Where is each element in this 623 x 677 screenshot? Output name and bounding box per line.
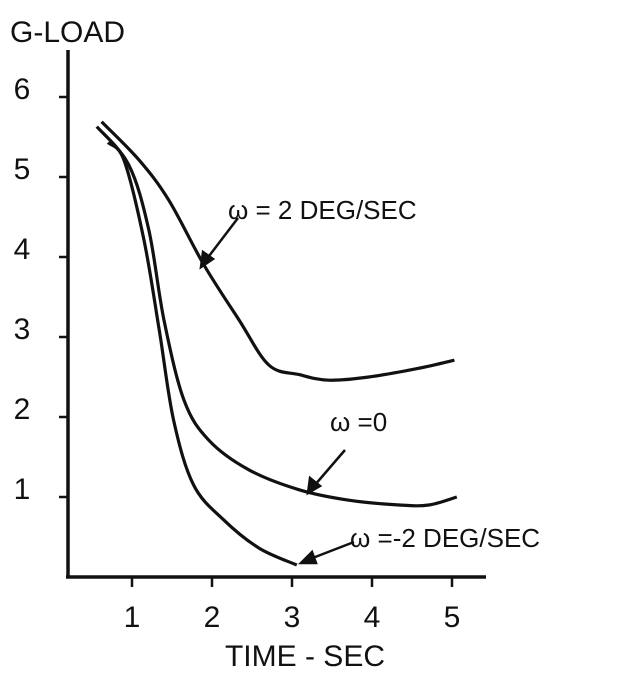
arrowhead	[297, 549, 318, 565]
arrow	[205, 217, 239, 261]
y-tick-label: 1	[14, 473, 31, 506]
line	[106, 141, 298, 567]
y-tick-label: 3	[14, 313, 31, 346]
y-tick-label: 2	[14, 393, 31, 426]
series-annotation: ω =-2 DEG/SEC	[350, 523, 540, 553]
x-axis-label: TIME - SEC	[225, 640, 385, 673]
line	[95, 125, 458, 508]
x-tick-label: 1	[124, 601, 141, 634]
x-tick-label: 5	[444, 601, 461, 634]
y-axis-label: G-LOAD	[10, 16, 125, 49]
series-annotation: ω = 2 DEG/SEC	[228, 195, 417, 225]
y-tick-label: 6	[14, 73, 31, 106]
y-tick-label: 5	[14, 153, 31, 186]
x-tick-label: 4	[364, 601, 381, 634]
arrow	[309, 540, 355, 561]
y-tick-label: 4	[14, 233, 31, 266]
arrowhead	[306, 475, 323, 496]
series-annotation: ω =0	[330, 407, 387, 437]
arrows	[199, 217, 355, 565]
arrow	[313, 449, 346, 487]
x-tick-label: 3	[284, 601, 301, 634]
x-tick-label: 2	[204, 601, 221, 634]
line	[100, 120, 455, 382]
